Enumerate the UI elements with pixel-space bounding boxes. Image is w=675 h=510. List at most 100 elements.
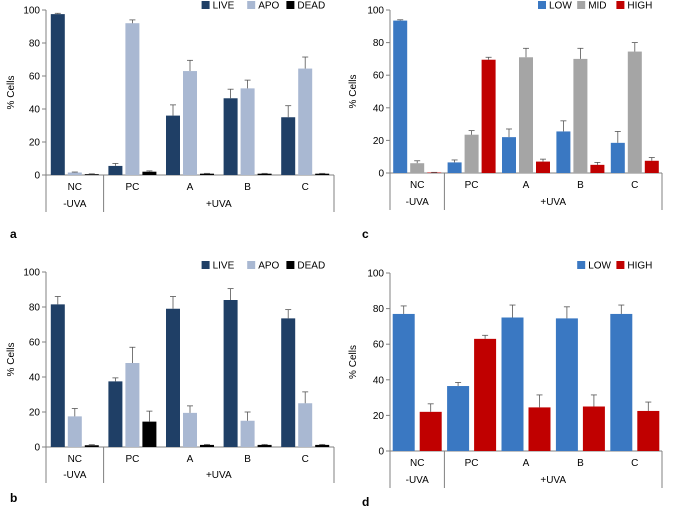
legend-swatch-low	[538, 1, 546, 9]
bar-high-nc	[427, 172, 442, 174]
bar-low-nc	[393, 20, 408, 173]
x-category-label: PC	[465, 458, 479, 469]
bar-dead-a	[200, 444, 214, 447]
legend-label-apo: APO	[258, 1, 279, 12]
legend-swatch-mid	[577, 1, 586, 9]
x-category-label: C	[302, 454, 309, 465]
legend-label-low: LOW	[549, 1, 572, 12]
bar-dead-pc	[142, 171, 157, 175]
x-category-label: B	[577, 180, 584, 191]
bar-high-a	[536, 161, 550, 173]
group-label: -UVA	[406, 475, 429, 486]
bar-dead-c	[315, 173, 330, 175]
bar-high-pc	[481, 59, 496, 174]
y-tick-label: 100	[367, 6, 384, 17]
y-axis-label: % Cells	[6, 76, 17, 110]
bar-apo-b	[240, 420, 255, 447]
chart-panel-d: 0 20 40 60 80 100 % Cells NC PC A B C -UVA +UVA LOW HIG…	[348, 261, 663, 509]
legend-swatch-low	[577, 261, 586, 269]
y-tick-label: 20	[29, 408, 41, 419]
x-category-label: NC	[410, 458, 424, 469]
bar-high-pc	[474, 338, 497, 451]
x-category-label: A	[187, 454, 194, 465]
bar-apo-a	[183, 71, 197, 175]
bar-low-pc	[447, 386, 470, 451]
y-tick-label: 60	[373, 71, 385, 82]
bar-apo-a	[183, 412, 197, 447]
bar-mid-b	[573, 58, 588, 173]
bar-apo-c	[298, 403, 313, 447]
bar-apo-pc	[125, 23, 140, 176]
y-axis-label: % Cells	[348, 345, 359, 379]
legend-label-mid: MID	[588, 1, 606, 12]
x-category-label: NC	[68, 182, 82, 193]
y-tick-label: 40	[29, 373, 41, 384]
y-tick-label: 40	[373, 375, 385, 386]
x-category-label: PC	[125, 454, 139, 465]
bar-high-a	[528, 407, 551, 451]
bar-high-b	[582, 406, 605, 451]
bar-live-pc	[108, 165, 123, 175]
legend-swatch-apo	[247, 261, 256, 269]
group-label: +UVA	[540, 475, 566, 486]
chart-panel-a: 0 20 40 60 80 100 % Cells NC PC A B C -UVA +UVA LIVE AP…	[6, 1, 335, 241]
bar-mid-c	[627, 51, 642, 173]
y-tick-label: 20	[373, 136, 385, 147]
legend-swatch-live	[201, 261, 210, 269]
panel-letter: b	[10, 491, 17, 505]
y-tick-label: 80	[373, 38, 385, 49]
y-tick-label: 100	[23, 6, 40, 17]
x-category-label: PC	[465, 180, 479, 191]
bar-apo-pc	[125, 363, 140, 447]
legend-swatch-live	[201, 1, 210, 9]
group-label: +UVA	[540, 197, 566, 208]
group-label: -UVA	[63, 470, 86, 481]
y-tick-label: 0	[378, 169, 384, 180]
bar-apo-c	[298, 68, 313, 175]
panel-letter: d	[362, 495, 369, 509]
bar-apo-nc	[67, 416, 82, 447]
legend-swatch-apo	[247, 1, 256, 9]
bar-live-a	[166, 308, 180, 447]
legend-label-high: HIGH	[627, 261, 652, 272]
bar-apo-b	[240, 88, 255, 175]
chart-panel-c: 0 20 40 60 80 100 % Cells NC PC A B C -UVA +UVA LOW MID…	[348, 1, 663, 241]
y-axis-label: % Cells	[6, 343, 17, 377]
y-tick-label: 80	[29, 303, 41, 314]
x-category-label: C	[631, 180, 638, 191]
y-tick-label: 40	[29, 105, 41, 116]
bar-high-c	[637, 410, 660, 451]
y-tick-label: 80	[373, 304, 385, 315]
bar-dead-a	[200, 173, 214, 175]
bar-dead-b	[257, 444, 272, 447]
bar-dead-pc	[142, 421, 157, 447]
bar-apo-nc	[67, 172, 82, 175]
bar-mid-nc	[410, 163, 425, 173]
legend-swatch-high	[616, 1, 625, 9]
x-category-label: B	[244, 182, 251, 193]
bar-high-nc	[419, 411, 442, 451]
y-tick-label: 80	[29, 39, 41, 50]
bar-dead-nc	[84, 174, 99, 175]
bar-low-nc	[392, 313, 415, 451]
y-tick-label: 20	[373, 411, 385, 422]
x-category-label: A	[187, 182, 194, 193]
bar-low-c	[610, 142, 625, 173]
legend-label-dead: DEAD	[297, 261, 325, 272]
x-category-label: C	[631, 458, 638, 469]
bar-low-c	[610, 313, 633, 451]
legend-label-high: HIGH	[627, 1, 652, 12]
bar-dead-nc	[84, 445, 99, 447]
legend-label-live: LIVE	[213, 1, 235, 12]
y-tick-label: 20	[29, 138, 41, 149]
bar-live-b	[223, 98, 238, 175]
panel-letter: a	[10, 227, 17, 241]
bar-mid-pc	[464, 134, 479, 173]
group-label: -UVA	[406, 197, 429, 208]
bar-mid-a	[519, 57, 533, 173]
legend-swatch-dead	[286, 261, 295, 269]
y-tick-label: 100	[367, 269, 384, 280]
x-category-label: NC	[68, 454, 82, 465]
y-tick-label: 100	[23, 268, 40, 279]
y-tick-label: 0	[34, 171, 40, 182]
